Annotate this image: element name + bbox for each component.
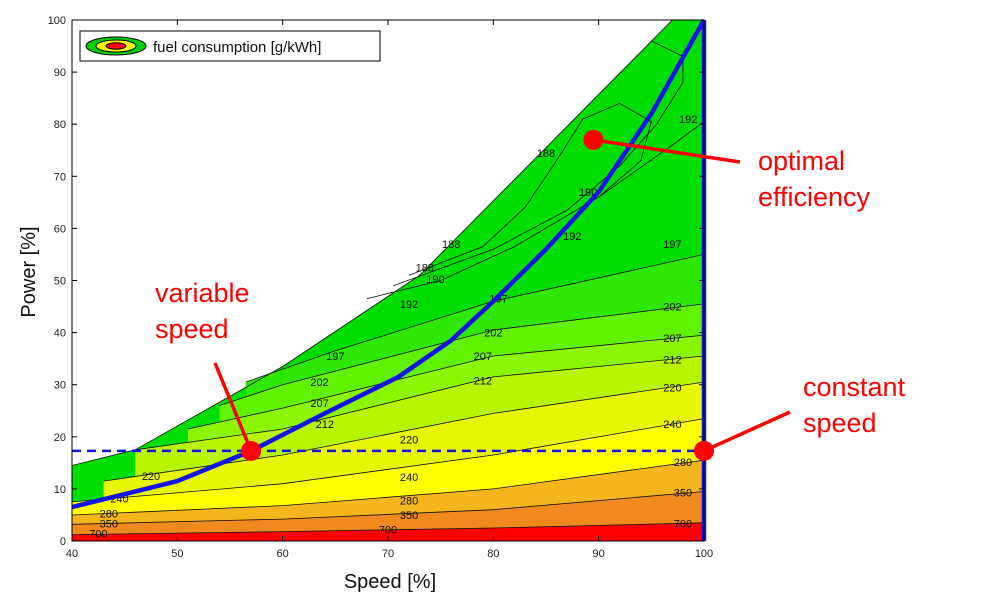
contour-label-350-0: 350: [100, 518, 118, 530]
annotation-text-2-1: speed: [803, 408, 877, 438]
contour-label-188-1: 188: [537, 148, 555, 160]
x-tick-label-100: 100: [695, 548, 713, 560]
x-tick-label-50: 50: [171, 548, 183, 560]
contour-label-192-2: 192: [679, 114, 697, 126]
y-tick-label-30: 30: [54, 380, 66, 392]
contour-label-207-0: 207: [310, 398, 328, 410]
contour-line-212: [135, 355, 704, 451]
axis-ticks: 40 50 60 70 80 90 100 0 10 20 30 40 50 60 70 80 90 100: [48, 15, 714, 560]
y-tick-label-70: 70: [54, 171, 66, 183]
contour-label-220-2: 220: [663, 382, 681, 394]
annotation-arrow-0: [593, 138, 741, 164]
contour-label-280-1: 280: [400, 495, 418, 507]
contour-label-700-1: 700: [379, 525, 397, 537]
x-tick-label-90: 90: [593, 548, 605, 560]
contour-line-197: [245, 254, 704, 383]
y-tick-label-0: 0: [60, 536, 66, 548]
legend: fuel consumption [g/kWh]: [79, 30, 381, 62]
y-tick-label-20: 20: [54, 432, 66, 444]
annotation-text-0-0: optimal: [758, 146, 845, 176]
contour-line-202: [219, 303, 704, 406]
x-tick-label-40: 40: [66, 548, 78, 560]
annotation-text-1-0: variable: [155, 278, 250, 308]
y-tick-label-80: 80: [54, 119, 66, 131]
contour-line-192: [366, 121, 704, 300]
contour-label-197-2: 197: [663, 239, 681, 251]
annotations: optimal efficiency variable speed constant sp…: [155, 138, 906, 453]
contour-label-202-0: 202: [310, 377, 328, 389]
contour-label-350-1: 350: [400, 510, 418, 522]
y-tick-label-50: 50: [54, 276, 66, 288]
contour-label-280-2: 280: [674, 457, 692, 469]
contour-label-700-2: 700: [674, 518, 692, 530]
contour-line-280: [72, 459, 704, 516]
y-axis-label: Power [%]: [18, 226, 40, 317]
legend-swatch-inner: [105, 42, 127, 50]
band-fill-700: [72, 522, 704, 541]
annotation-text-0-1: efficiency: [758, 182, 871, 212]
envelope-outline: [72, 20, 673, 466]
y-tick-label-40: 40: [54, 328, 66, 340]
contour-label-192-0: 192: [400, 299, 418, 311]
y-tick-label-10: 10: [54, 484, 66, 496]
series-line-0: [71, 18, 706, 510]
contour-label-188-0: 188: [416, 262, 434, 274]
contour-label-220-0: 220: [142, 471, 160, 483]
contour-label-280-0: 280: [100, 508, 118, 520]
contour-label-207-2: 207: [663, 333, 681, 345]
y-tick-label-60: 60: [54, 223, 66, 235]
contour-labels: 700 7007003503503502802802802402402402202…: [89, 114, 697, 541]
legend-label: fuel consumption [g/kWh]: [153, 39, 321, 56]
contour-label-207-1: 207: [474, 351, 492, 363]
contour-label-240-1: 240: [400, 472, 418, 484]
y-tick-label-100: 100: [48, 15, 66, 27]
contour-label-212-0: 212: [316, 419, 334, 431]
x-tick-label-60: 60: [277, 548, 289, 560]
contour-label-212-2: 212: [663, 355, 681, 367]
annotation-text-1-1: speed: [155, 314, 229, 344]
x-tick-label-70: 70: [382, 548, 394, 560]
contour-label-202-1: 202: [484, 328, 502, 340]
x-tick-label-80: 80: [487, 548, 499, 560]
annotation-text-2-0: constant: [803, 372, 906, 402]
contour-label-197-0: 197: [326, 351, 344, 363]
contour-line-220: [103, 381, 704, 482]
y-tick-label-90: 90: [54, 67, 66, 79]
contour-label-188-2: 188: [442, 239, 460, 251]
contour-line-700: [72, 522, 704, 536]
contour-label-202-2: 202: [663, 302, 681, 314]
contour-label-350-2: 350: [674, 488, 692, 500]
contour-label-190-0: 190: [426, 274, 444, 286]
contour-label-220-1: 220: [400, 434, 418, 446]
contour-line-350: [72, 491, 704, 525]
annotation-arrow-2: [703, 410, 791, 453]
contour-line-240: [72, 418, 704, 503]
contour-label-212-1: 212: [474, 376, 492, 388]
contour-label-700-0: 700: [89, 529, 107, 541]
annotation-arrow-1: [213, 362, 253, 452]
contour-label-240-2: 240: [663, 419, 681, 431]
contour-label-192-1: 192: [563, 231, 581, 243]
x-axis-label: Speed [%]: [344, 571, 436, 593]
